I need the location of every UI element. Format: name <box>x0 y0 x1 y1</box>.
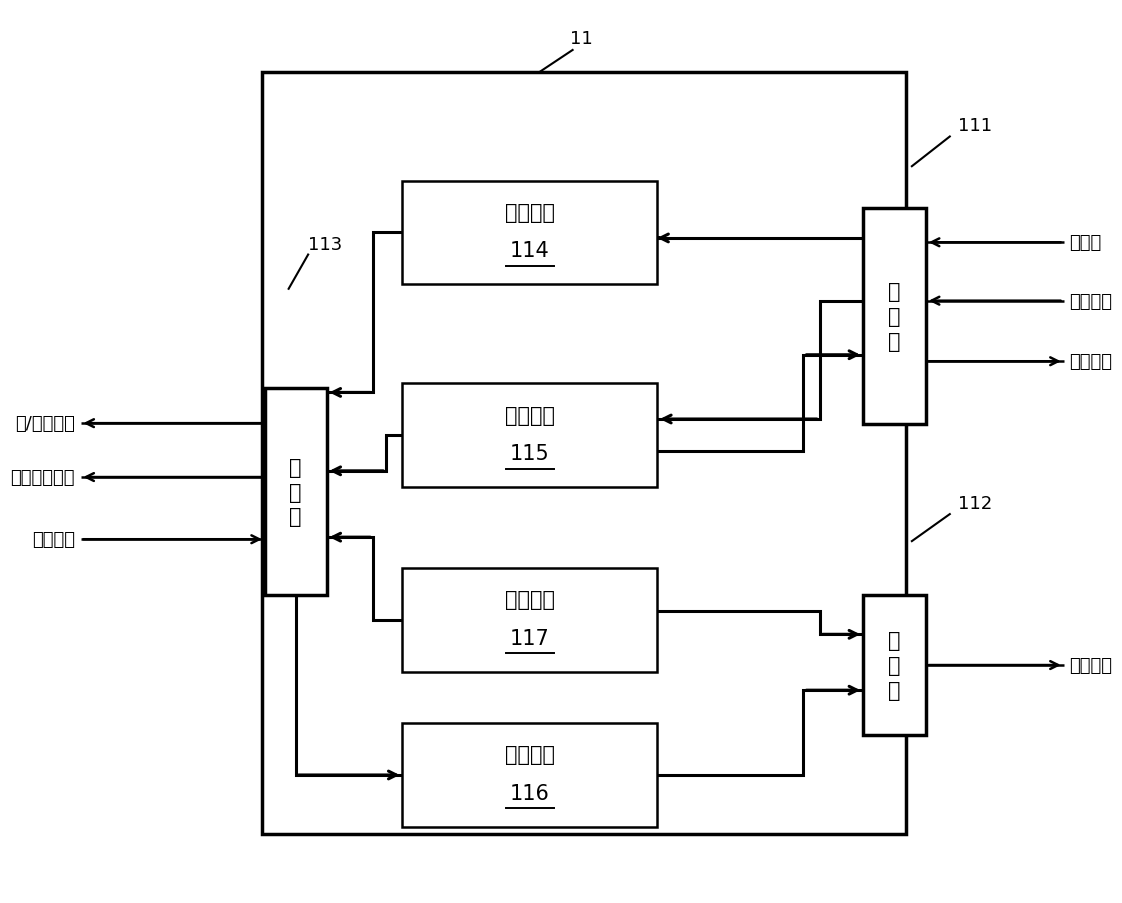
Text: 控制模块: 控制模块 <box>505 405 554 425</box>
Text: 同轴信号: 同轴信号 <box>33 531 75 549</box>
Bar <box>261 73 907 834</box>
Text: 115: 115 <box>509 443 550 464</box>
Text: 第
一
端: 第 一 端 <box>889 282 901 351</box>
Text: 第
二
端: 第 二 端 <box>889 630 901 700</box>
Bar <box>403 723 657 827</box>
Text: 检测模块: 检测模块 <box>505 590 554 610</box>
Text: 传输模块: 传输模块 <box>505 744 554 765</box>
Text: 116: 116 <box>509 783 550 803</box>
Text: 直流电: 直流电 <box>1069 234 1102 252</box>
Text: 第
三
端: 第 三 端 <box>289 457 302 526</box>
Text: 供电模块: 供电模块 <box>505 202 554 222</box>
Text: 11: 11 <box>570 30 592 48</box>
Bar <box>403 569 657 672</box>
Text: 控制信号: 控制信号 <box>1069 293 1112 311</box>
Text: 117: 117 <box>509 628 550 648</box>
Text: 分压信号: 分压信号 <box>1069 353 1112 371</box>
Text: 偏置配置信号: 偏置配置信号 <box>10 469 75 487</box>
Text: 114: 114 <box>509 241 550 261</box>
Text: 正/负直流电: 正/负直流电 <box>16 414 75 433</box>
Text: 112: 112 <box>958 495 993 513</box>
Bar <box>403 182 657 285</box>
Bar <box>265 388 327 596</box>
Bar <box>403 384 657 488</box>
Bar <box>863 596 926 735</box>
Text: 同轴信号: 同轴信号 <box>1069 656 1112 675</box>
Text: 111: 111 <box>958 116 993 135</box>
Bar <box>863 209 926 424</box>
Text: 113: 113 <box>309 236 342 254</box>
